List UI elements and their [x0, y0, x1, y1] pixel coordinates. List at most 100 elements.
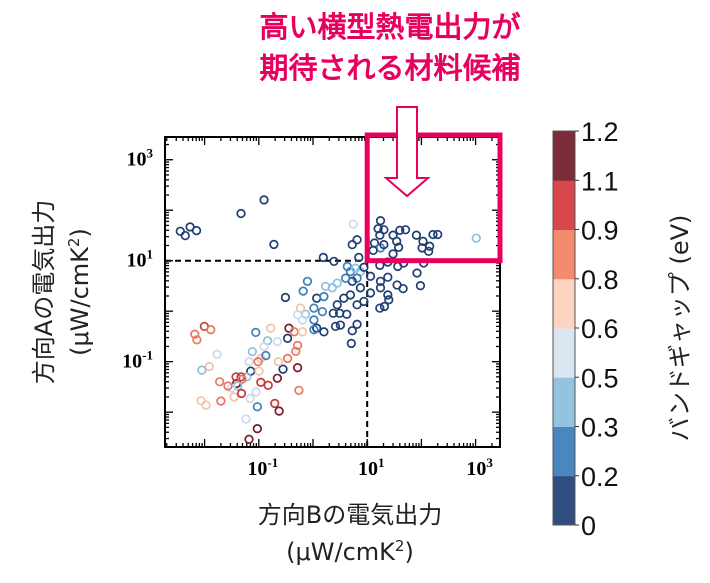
data-point: [256, 377, 266, 387]
data-point: [352, 235, 362, 245]
y-tick-label: 101: [127, 247, 154, 272]
colorbar-bin: [553, 426, 575, 477]
data-point: [272, 373, 283, 383]
data-point: [359, 262, 369, 272]
y-tick-label: 10-1: [122, 348, 153, 373]
data-point: [379, 301, 390, 312]
colorbar-bin: [553, 229, 575, 280]
data-point: [237, 374, 247, 384]
data-point: [379, 239, 389, 250]
colorbar-tick-label: 0.2: [581, 462, 619, 492]
data-point: [329, 256, 339, 267]
data-point: [330, 321, 341, 332]
data-point: [244, 434, 254, 444]
data-point: [215, 377, 225, 387]
colorbar-label: バンドギャップ (eV): [666, 215, 694, 442]
data-point: [332, 300, 342, 310]
data-point: [355, 283, 366, 293]
data-point: [384, 295, 394, 305]
data-point: [392, 236, 402, 246]
colorbar-tick-label: 1.2: [581, 117, 619, 147]
data-point: [190, 329, 200, 339]
data-point: [359, 296, 369, 307]
colorbar: 0 0.2 0.3 0.5 0.6 0.8 0.9 1.1 1.2: [552, 117, 619, 541]
x-tick-label: 101: [358, 455, 385, 480]
y-tick-label: 103: [127, 146, 154, 171]
data-point: [365, 271, 376, 281]
data-point: [245, 393, 255, 404]
data-point: [252, 424, 262, 434]
data-point: [278, 364, 288, 374]
data-point: [423, 246, 434, 257]
data-point: [216, 396, 226, 406]
colorbar-bin: [553, 131, 575, 181]
data-point: [223, 381, 233, 391]
data-point: [347, 239, 357, 250]
data-point: [318, 252, 328, 263]
data-point: [292, 363, 303, 373]
data-point: [347, 326, 357, 336]
data-points: [175, 195, 481, 444]
data-point: [261, 350, 271, 361]
data-point: [197, 365, 207, 375]
data-point: [375, 276, 386, 286]
data-point: [241, 414, 251, 424]
data-point: [297, 327, 308, 337]
data-point: [328, 308, 338, 318]
data-point: [263, 380, 273, 390]
data-point: [270, 398, 280, 409]
data-point: [291, 346, 301, 357]
data-point: [368, 245, 378, 256]
data-point: [393, 242, 404, 252]
annotation-line-2: 期待される材料候補: [259, 51, 520, 85]
data-point: [252, 402, 262, 412]
data-point: [282, 353, 293, 364]
data-point: [332, 278, 342, 288]
y-axis-label: 方向Aの電気出力: [30, 200, 58, 384]
data-point: [400, 225, 411, 235]
data-point: [348, 219, 358, 229]
data-point: [411, 230, 422, 240]
data-point: [196, 396, 206, 406]
data-point: [424, 241, 435, 251]
data-point: [282, 333, 293, 343]
annotation-line-1: 高い横型熱電出力が: [259, 10, 520, 44]
data-point: [327, 283, 337, 293]
data-point: [388, 249, 398, 259]
data-point: [412, 268, 422, 278]
data-point: [294, 385, 304, 396]
colorbar-tick-label: 0.8: [581, 265, 619, 295]
colorbar-tick-label: 0.9: [581, 216, 619, 246]
data-point: [375, 216, 386, 226]
data-point: [395, 225, 405, 235]
highlight-region: [364, 132, 503, 264]
data-point: [375, 283, 386, 293]
data-point: [428, 229, 438, 240]
x-tick-label: 103: [466, 455, 493, 480]
data-point: [375, 303, 385, 313]
colorbar-bin: [553, 278, 575, 329]
data-point: [340, 273, 351, 283]
data-point: [415, 281, 426, 291]
data-point: [201, 400, 211, 410]
colorbar-tick-label: 0.6: [581, 314, 619, 344]
data-point: [247, 346, 257, 357]
data-point: [339, 293, 349, 303]
data-point: [383, 272, 393, 282]
colorbar-tick-label: 0.3: [581, 413, 619, 443]
data-point: [191, 225, 202, 236]
data-point: [297, 315, 308, 325]
data-point: [274, 406, 284, 416]
colorbar-tick-label: 1.1: [581, 166, 619, 196]
x-axis-label: 方向Bの電気出力: [258, 501, 442, 529]
data-point: [280, 292, 291, 303]
colorbar-tick-label: 0.5: [581, 363, 619, 393]
data-point: [471, 233, 481, 243]
data-point: [273, 357, 284, 367]
data-point: [319, 291, 329, 302]
data-point: [302, 276, 313, 286]
data-point: [266, 323, 276, 333]
colorbar-tick-label: 0: [581, 511, 596, 541]
data-point: [309, 303, 319, 313]
